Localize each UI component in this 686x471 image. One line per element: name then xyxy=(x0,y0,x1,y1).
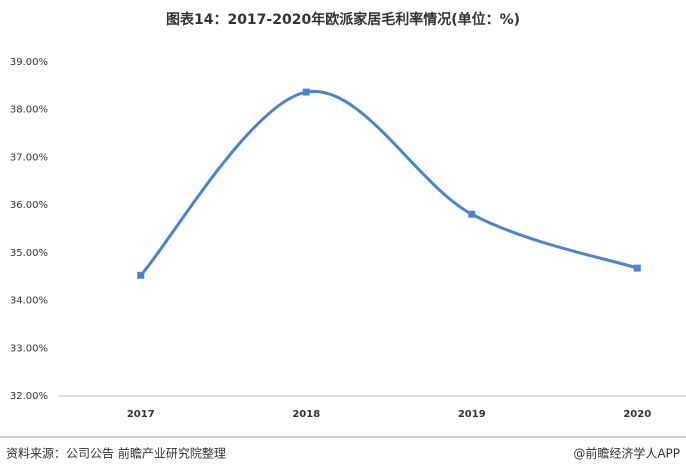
chart-title: 图表14：2017-2020年欧派家居毛利率情况(单位：%) xyxy=(166,11,520,28)
y-tick-label: 36.00% xyxy=(10,200,48,211)
x-tick-label: 2017 xyxy=(127,409,155,420)
marker xyxy=(302,88,310,96)
source-note: 资料来源：公司公告 前瞻产业研究院整理 xyxy=(6,446,226,461)
y-tick-label: 33.00% xyxy=(10,343,48,354)
y-tick-label: 37.00% xyxy=(10,152,48,163)
x-tick-label: 2019 xyxy=(458,409,486,420)
credit: @前瞻经济学人APP xyxy=(573,446,680,461)
y-tick-label: 35.00% xyxy=(10,248,48,259)
x-tick-label: 2020 xyxy=(623,409,651,420)
x-tick-label: 2018 xyxy=(292,409,320,420)
line xyxy=(139,89,638,277)
y-tick-label: 32.00% xyxy=(10,391,48,402)
y-tick-label: 38.00% xyxy=(10,105,48,116)
y-tick-label: 34.00% xyxy=(10,296,48,307)
marker xyxy=(633,264,641,272)
y-tick-label: 39.00% xyxy=(10,57,48,68)
marker xyxy=(137,271,145,279)
marker xyxy=(468,210,476,218)
